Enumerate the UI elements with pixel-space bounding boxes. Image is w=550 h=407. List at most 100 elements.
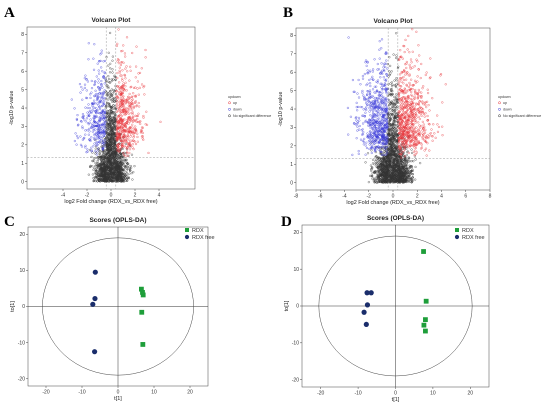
point-down [94, 150, 97, 153]
point-no-significant-difference [92, 177, 95, 180]
point-down [94, 116, 97, 119]
point-down [98, 106, 101, 109]
point-no-significant-difference [113, 119, 116, 122]
point-no-significant-difference [107, 126, 111, 129]
point-no-significant-difference [111, 100, 114, 103]
point-down [98, 105, 101, 108]
point-down [74, 132, 77, 135]
point-up [118, 92, 121, 95]
point-down [94, 80, 97, 83]
point-no-significant-difference [107, 75, 110, 78]
legend-marker [228, 101, 231, 105]
point-no-significant-difference [100, 179, 103, 182]
point-down [95, 136, 98, 139]
point-down [361, 122, 365, 125]
point-down [100, 92, 103, 95]
x-tick-label: -2 [367, 194, 372, 200]
point-no-significant-difference [106, 118, 109, 121]
point-no-significant-difference [114, 113, 117, 116]
point-no-significant-difference [390, 70, 393, 73]
point-no-significant-difference [122, 155, 125, 158]
point-up [128, 151, 131, 155]
point-no-significant-difference [115, 160, 118, 163]
point-no-significant-difference [102, 150, 105, 153]
point-down [100, 126, 103, 129]
y-tick-label: 0 [290, 180, 293, 186]
point-no-significant-difference [109, 108, 113, 111]
point-down [97, 111, 100, 114]
point-no-significant-difference [405, 153, 408, 157]
point-down [102, 116, 106, 119]
point-down [358, 128, 361, 131]
point-no-significant-difference [109, 173, 113, 176]
point-down [98, 118, 101, 122]
point-no-significant-difference [100, 156, 103, 159]
point-no-significant-difference [88, 148, 91, 152]
point-no-significant-difference [112, 172, 115, 175]
point-up [128, 138, 131, 141]
point-no-significant-difference [119, 158, 122, 161]
point-up [141, 131, 144, 135]
point-down [102, 60, 105, 63]
point-no-significant-difference [98, 164, 101, 167]
point-no-significant-difference [107, 152, 110, 155]
point-no-significant-difference [117, 179, 120, 183]
point-down [87, 123, 90, 126]
point-up [115, 95, 118, 99]
point-down [103, 59, 107, 63]
point-down [101, 70, 104, 73]
point-no-significant-difference [392, 53, 395, 56]
point-no-significant-difference [110, 94, 113, 97]
point-no-significant-difference [364, 161, 367, 164]
point-no-significant-difference [111, 59, 114, 62]
point-no-significant-difference [109, 31, 112, 35]
point-up [122, 95, 125, 98]
point-down [90, 91, 93, 94]
point-down [80, 120, 83, 123]
point-no-significant-difference [124, 164, 127, 168]
point-down [89, 139, 92, 143]
point-no-significant-difference [109, 112, 112, 115]
point-up [121, 77, 124, 80]
point-up [128, 109, 131, 112]
point-down [99, 115, 102, 118]
point-down [93, 138, 96, 141]
point-down [100, 123, 103, 126]
point-down [80, 145, 84, 148]
point-no-significant-difference [392, 99, 395, 102]
point-down [356, 109, 359, 112]
point-no-significant-difference [110, 93, 113, 96]
point-up [119, 74, 122, 77]
point-down [75, 117, 78, 121]
point-no-significant-difference [111, 129, 114, 132]
point-no-significant-difference [106, 84, 109, 87]
point-down [99, 116, 102, 119]
point-down [93, 83, 96, 86]
point-up [119, 63, 122, 67]
point-no-significant-difference [117, 168, 120, 172]
point-no-significant-difference [108, 143, 111, 146]
point-down [356, 125, 359, 128]
point-no-significant-difference [129, 164, 132, 168]
point-up [124, 77, 127, 80]
point-no-significant-difference [108, 137, 111, 140]
point-no-significant-difference [100, 173, 103, 176]
point-no-significant-difference [124, 158, 128, 161]
point-no-significant-difference [115, 168, 118, 171]
point-down [93, 133, 96, 136]
point-no-significant-difference [111, 107, 114, 110]
point-down [100, 127, 103, 130]
point-no-significant-difference [110, 129, 113, 132]
point-no-significant-difference [91, 165, 94, 168]
point-no-significant-difference [112, 89, 115, 92]
point-no-significant-difference [124, 179, 127, 182]
point-down [368, 107, 371, 110]
y-tick-label: 7 [290, 51, 293, 57]
point-up [128, 101, 131, 104]
point-no-significant-difference [107, 115, 110, 119]
point-down [85, 96, 88, 99]
point-down [95, 115, 99, 118]
point-down [104, 111, 107, 115]
